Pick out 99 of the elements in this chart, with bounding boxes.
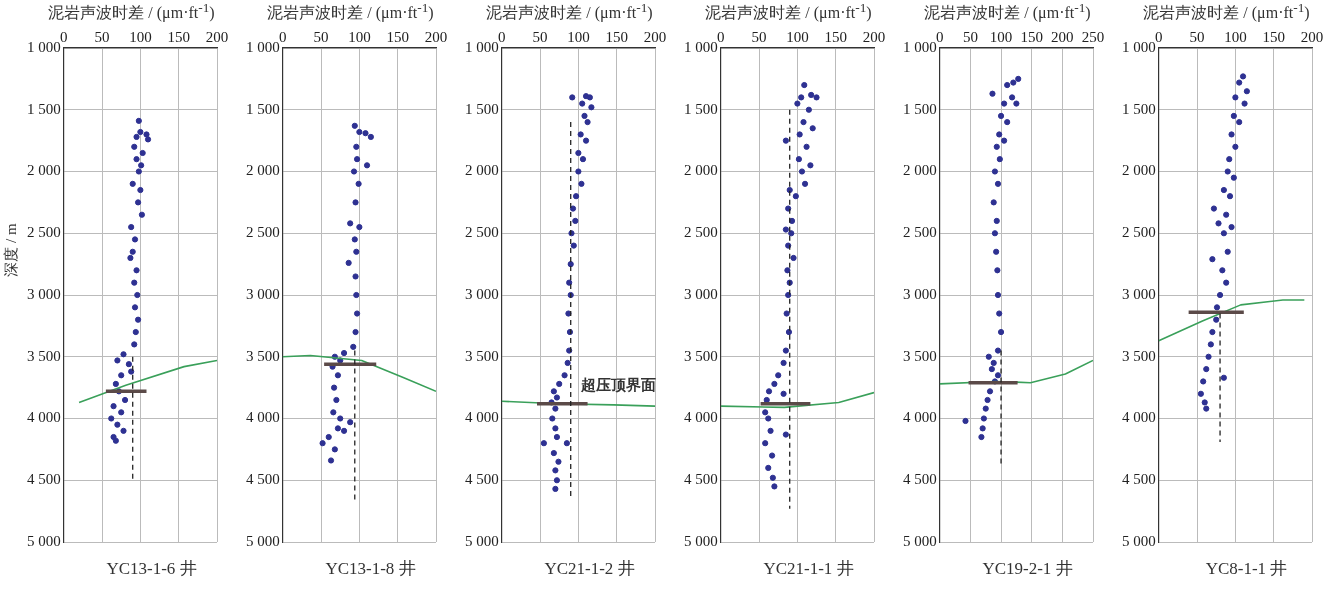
y-tick-label: 1 000 [246,38,280,55]
y-tick-label: 2 000 [246,162,280,179]
y-tick-label: 2 000 [465,162,499,179]
x-axis-title: 泥岩声波时差 / (μm·ft$^{-1}$) [266,0,435,24]
x-tick-label: 100 [786,28,809,45]
x-tick-label: 150 [1020,28,1043,45]
y-tick-label: 4 000 [27,409,61,426]
x-tick-label: 250 [1081,28,1105,45]
y-tick-label: 2 000 [903,162,937,179]
y-tick-label: 1 000 [465,38,499,55]
y-tick-label: 4 500 [1122,471,1156,488]
x-tick-label: 50 [532,28,548,45]
y-tick-label: 5 000 [1122,532,1156,549]
x-tick-label: 100 [1224,28,1247,45]
y-tick-label: 4 500 [684,471,718,488]
x-tick-label: 50 [313,28,329,45]
y-tick-label: 2 500 [246,224,280,241]
y-tick-label: 2 500 [684,224,718,241]
x-tick-label: 150 [1262,28,1285,45]
y-tick-label: 3 000 [465,285,499,302]
text: YC8-1-1 井 [1204,558,1289,580]
text: YC19-2-1 井 [981,558,1074,580]
x-tick-label: 0 [717,28,725,45]
x-tick-label: 100 [567,28,590,45]
y-tick-label: 4 500 [246,471,280,488]
x-tick-label: 100 [989,28,1013,45]
y-tick-label: 3 000 [903,285,937,302]
y-tick-label: 2 000 [27,162,61,179]
x-tick-label: 50 [751,28,767,45]
y-tick-label: 4 000 [1122,409,1156,426]
y-tick-label: 3 500 [1122,347,1156,364]
x-tick-label: 0 [60,28,68,45]
x-tick-label: 200 [1300,28,1324,45]
y-tick-label: 3 000 [27,285,61,302]
y-tick-label: 5 000 [465,532,499,549]
y-tick-label: 1 000 [684,38,718,55]
x-tick-label: 200 [424,28,448,45]
y-tick-label: 2 000 [1122,162,1156,179]
x-tick-label: 100 [348,28,371,45]
x-axis-title: 泥岩声波时差 / (μm·ft$^{-1}$) [485,0,654,24]
x-axis-title: 泥岩声波时差 / (μm·ft$^{-1}$) [923,0,1092,24]
y-tick-label: 1 500 [684,100,718,117]
y-tick-label: 1 500 [465,100,499,117]
x-tick-label: 200 [205,28,229,45]
y-tick-label: 3 500 [246,347,280,364]
y-tick-label: 1 500 [246,100,280,117]
x-tick-label: 0 [936,28,944,45]
text: YC13-1-8 井 [324,558,417,580]
y-tick-label: 4 500 [27,471,61,488]
y-tick-label: 3 500 [684,347,718,364]
y-tick-label: 1 000 [903,38,937,55]
x-tick-label: 150 [167,28,190,45]
y-tick-label: 1 500 [903,100,937,117]
y-tick-label: 3 500 [27,347,61,364]
text: YC21-1-1 井 [762,558,855,580]
x-tick-label: 0 [279,28,287,45]
y-tick-label: 3 000 [246,285,280,302]
y-tick-label: 2 500 [465,224,499,241]
x-tick-label: 0 [1155,28,1163,45]
y-tick-label: 1 000 [1122,38,1156,55]
annotation: 超压顶界面 [580,377,657,394]
x-tick-label: 200 [643,28,667,45]
x-tick-label: 150 [386,28,409,45]
text: YC13-1-6 井 [105,558,198,580]
x-axis-title: 泥岩声波时差 / (μm·ft$^{-1}$) [1142,0,1311,24]
x-axis-title: 泥岩声波时差 / (μm·ft$^{-1}$) [704,0,873,24]
y-tick-label: 4 500 [903,471,937,488]
y-tick-label: 4 000 [684,409,718,426]
y-tick-label: 5 000 [246,532,280,549]
y-tick-label: 4 000 [903,409,937,426]
y-tick-label: 1 000 [27,38,61,55]
y-tick-label: 5 000 [27,532,61,549]
x-tick-label: 50 [962,28,978,45]
x-tick-label: 100 [129,28,152,45]
y-tick-label: 4 000 [246,409,280,426]
y-tick-label: 3 500 [465,347,499,364]
y-tick-label: 4 500 [465,471,499,488]
x-tick-label: 50 [94,28,110,45]
y-tick-label: 2 500 [27,224,61,241]
y-axis-title: 深度 / m [1,223,20,277]
y-tick-label: 2 500 [1122,224,1156,241]
y-tick-label: 4 000 [465,409,499,426]
y-tick-label: 2 500 [903,224,937,241]
x-tick-label: 150 [824,28,847,45]
y-tick-label: 3 000 [684,285,718,302]
x-axis-title: 泥岩声波时差 / (μm·ft$^{-1}$) [47,0,216,24]
y-tick-label: 1 500 [1122,100,1156,117]
y-tick-label: 3 500 [903,347,937,364]
x-tick-label: 200 [1051,28,1074,45]
y-tick-label: 1 500 [27,100,61,117]
y-tick-label: 2 000 [684,162,718,179]
y-tick-label: 3 000 [1122,285,1156,302]
x-tick-label: 150 [605,28,628,45]
x-tick-label: 0 [498,28,506,45]
x-tick-label: 50 [1189,28,1205,45]
y-tick-label: 5 000 [684,532,718,549]
y-tick-label: 5 000 [903,532,937,549]
x-tick-label: 200 [862,28,886,45]
text: YC21-1-2 井 [543,558,636,580]
